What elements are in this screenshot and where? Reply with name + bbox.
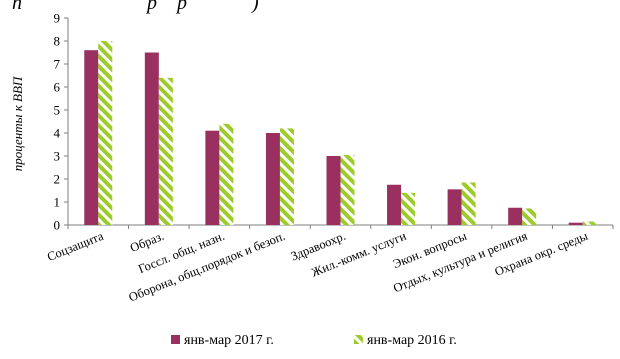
bar-2017	[205, 130, 220, 225]
y-tick-label: 2	[54, 172, 61, 187]
y-tick-label: 8	[54, 34, 61, 49]
bar-2017	[568, 222, 583, 225]
y-tick-label: 6	[54, 80, 61, 95]
bar-2016	[582, 221, 597, 225]
category-label: Образ.	[128, 229, 166, 255]
bar-2016	[401, 192, 416, 225]
y-tick-label: 1	[54, 195, 61, 210]
y-axis-label: проценты к ВВП	[10, 75, 25, 171]
bar-2017	[508, 207, 523, 225]
bar-2016	[219, 123, 234, 225]
y-tick-label: 0	[54, 218, 61, 233]
bar-2016	[340, 154, 355, 225]
bar-2017	[84, 50, 99, 226]
legend-label-2017: янв-мар 2017 г.	[184, 333, 274, 348]
y-axis: 0 1 2 3 4 5 6 7 8 9	[54, 11, 69, 233]
bar-2017	[144, 52, 159, 225]
legend-label-2016: янв-мар 2016 г.	[367, 333, 457, 348]
y-tick-label: 3	[54, 149, 61, 164]
bar-2016	[158, 77, 173, 225]
legend: янв-мар 2017 г. янв-мар 2016 г.	[171, 333, 457, 348]
bar-2017	[326, 156, 341, 225]
y-tick-label: 4	[54, 126, 61, 141]
bars	[84, 41, 597, 226]
bar-2016	[279, 128, 294, 225]
bar-2017	[265, 133, 280, 225]
bar-2017	[387, 184, 402, 225]
legend-swatch-2016	[354, 335, 363, 344]
legend-swatch-2017	[171, 335, 180, 344]
bar-2017	[447, 189, 462, 225]
bar-2016	[98, 41, 113, 225]
y-tick-label: 9	[54, 11, 61, 26]
category-labels: Соцзащита Образ.Госсл. общ. назн.Оборона,…	[45, 229, 590, 305]
category-label: Соцзащита	[45, 229, 106, 264]
x-axis	[67, 224, 614, 229]
bar-2016	[461, 182, 476, 225]
title-fragment: п р р )	[12, 0, 259, 14]
y-tick-label: 5	[54, 103, 61, 118]
bar-2016	[522, 208, 537, 225]
y-tick-label: 7	[54, 57, 61, 72]
